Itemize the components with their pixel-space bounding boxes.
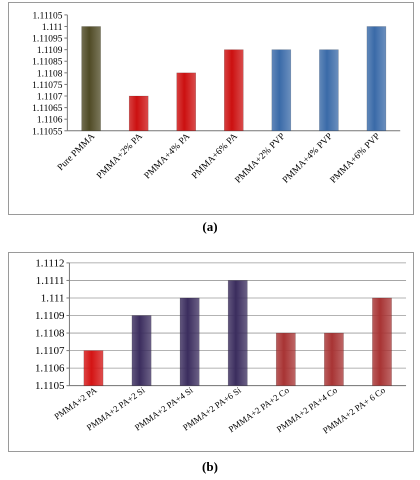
x-tick-label: PMMA+6% PVP bbox=[329, 132, 383, 186]
y-tick-label: 1.11065 bbox=[32, 104, 63, 114]
y-tick-label: 1.111 bbox=[41, 292, 65, 304]
y-tick-label: 1.1108 bbox=[37, 69, 63, 79]
y-tick-label: 1.1106 bbox=[37, 116, 63, 126]
chart-a: 1.110551.11061.110651.11071.110751.11081… bbox=[32, 11, 401, 186]
bar bbox=[224, 49, 244, 132]
bar bbox=[366, 26, 387, 132]
bar bbox=[227, 280, 248, 386]
y-tick-label: 1.1111 bbox=[36, 275, 65, 287]
y-tick-label: 1.1112 bbox=[35, 257, 64, 269]
bar bbox=[179, 297, 200, 386]
chart-b-panel: 1.1105 1.1106 1.1107 1.1108 1.1109 1.111 1.111… bbox=[8, 252, 414, 452]
bar bbox=[81, 26, 101, 132]
bar bbox=[275, 332, 296, 386]
bar bbox=[271, 49, 292, 132]
y-tick-label: 1.1107 bbox=[35, 345, 65, 357]
y-tick-label: 1.1109 bbox=[37, 46, 63, 56]
y-tick-label: 1.11055 bbox=[32, 127, 63, 137]
bar bbox=[324, 332, 344, 386]
y-tick-label: 1.11075 bbox=[32, 81, 63, 91]
bar bbox=[372, 297, 392, 386]
chart-a-panel: 1.11055 1.1106 1.11065 1.1107 1.11075 1.1108 1… bbox=[8, 2, 414, 215]
bar bbox=[83, 350, 104, 386]
y-tick-label: 1.1105 bbox=[35, 380, 65, 392]
x-tick-label: PMMA+4% PA bbox=[143, 132, 193, 182]
y-tick-label: 1.11105 bbox=[33, 11, 63, 21]
x-tick-label: PMMA+2% PVP bbox=[234, 132, 288, 186]
y-tick-label: 1.1108 bbox=[35, 328, 65, 340]
bar bbox=[131, 315, 152, 386]
y-tick-label: 1.11085 bbox=[32, 58, 63, 68]
y-tick-label: 1.1107 bbox=[37, 92, 63, 102]
chart-b-caption: (b) bbox=[202, 459, 218, 474]
chart-a-caption: (a) bbox=[202, 219, 218, 234]
x-tick-label: PMMA+2% PA bbox=[95, 132, 145, 182]
x-tick-label: Pure PMMA bbox=[56, 132, 97, 173]
y-tick-label: 1.1106 bbox=[35, 363, 65, 375]
chart-b: 1.1105 1.1106 1.1107 1.1108 1.1109 1.111 1.111… bbox=[35, 257, 407, 436]
y-tick-label: 1.11095 bbox=[32, 35, 63, 45]
bar bbox=[319, 49, 339, 132]
y-tick-label: 1.111 bbox=[42, 23, 63, 33]
bar bbox=[176, 72, 196, 132]
bar bbox=[128, 95, 149, 132]
y-tick-label: 1.1109 bbox=[35, 310, 65, 322]
x-tick-label: PMMA+6% PA bbox=[190, 132, 240, 182]
x-tick-label: PMMA+4% PVP bbox=[281, 132, 335, 186]
